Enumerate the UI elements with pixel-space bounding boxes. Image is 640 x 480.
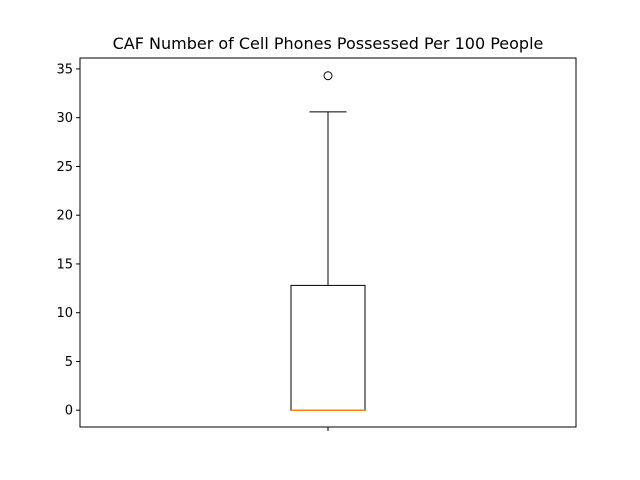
y-tick-label: 35	[56, 62, 73, 77]
outlier-point	[323, 71, 333, 81]
boxes-group	[290, 71, 366, 411]
y-tick-label: 25	[56, 160, 73, 175]
y-tick-label: 0	[65, 404, 73, 419]
y-tick-label: 5	[65, 355, 73, 370]
y-tick-label: 10	[56, 306, 73, 321]
box-iqr	[290, 284, 366, 411]
chart-title: CAF Number of Cell Phones Possessed Per …	[113, 34, 544, 53]
y-axis: 0 5 10 15 20 25 30 35	[56, 62, 80, 419]
y-tick-label: 30	[56, 111, 73, 126]
y-tick-label: 15	[56, 257, 73, 272]
plot-frame	[79, 57, 577, 428]
box-series	[290, 71, 366, 411]
y-tick-label: 20	[56, 209, 73, 224]
